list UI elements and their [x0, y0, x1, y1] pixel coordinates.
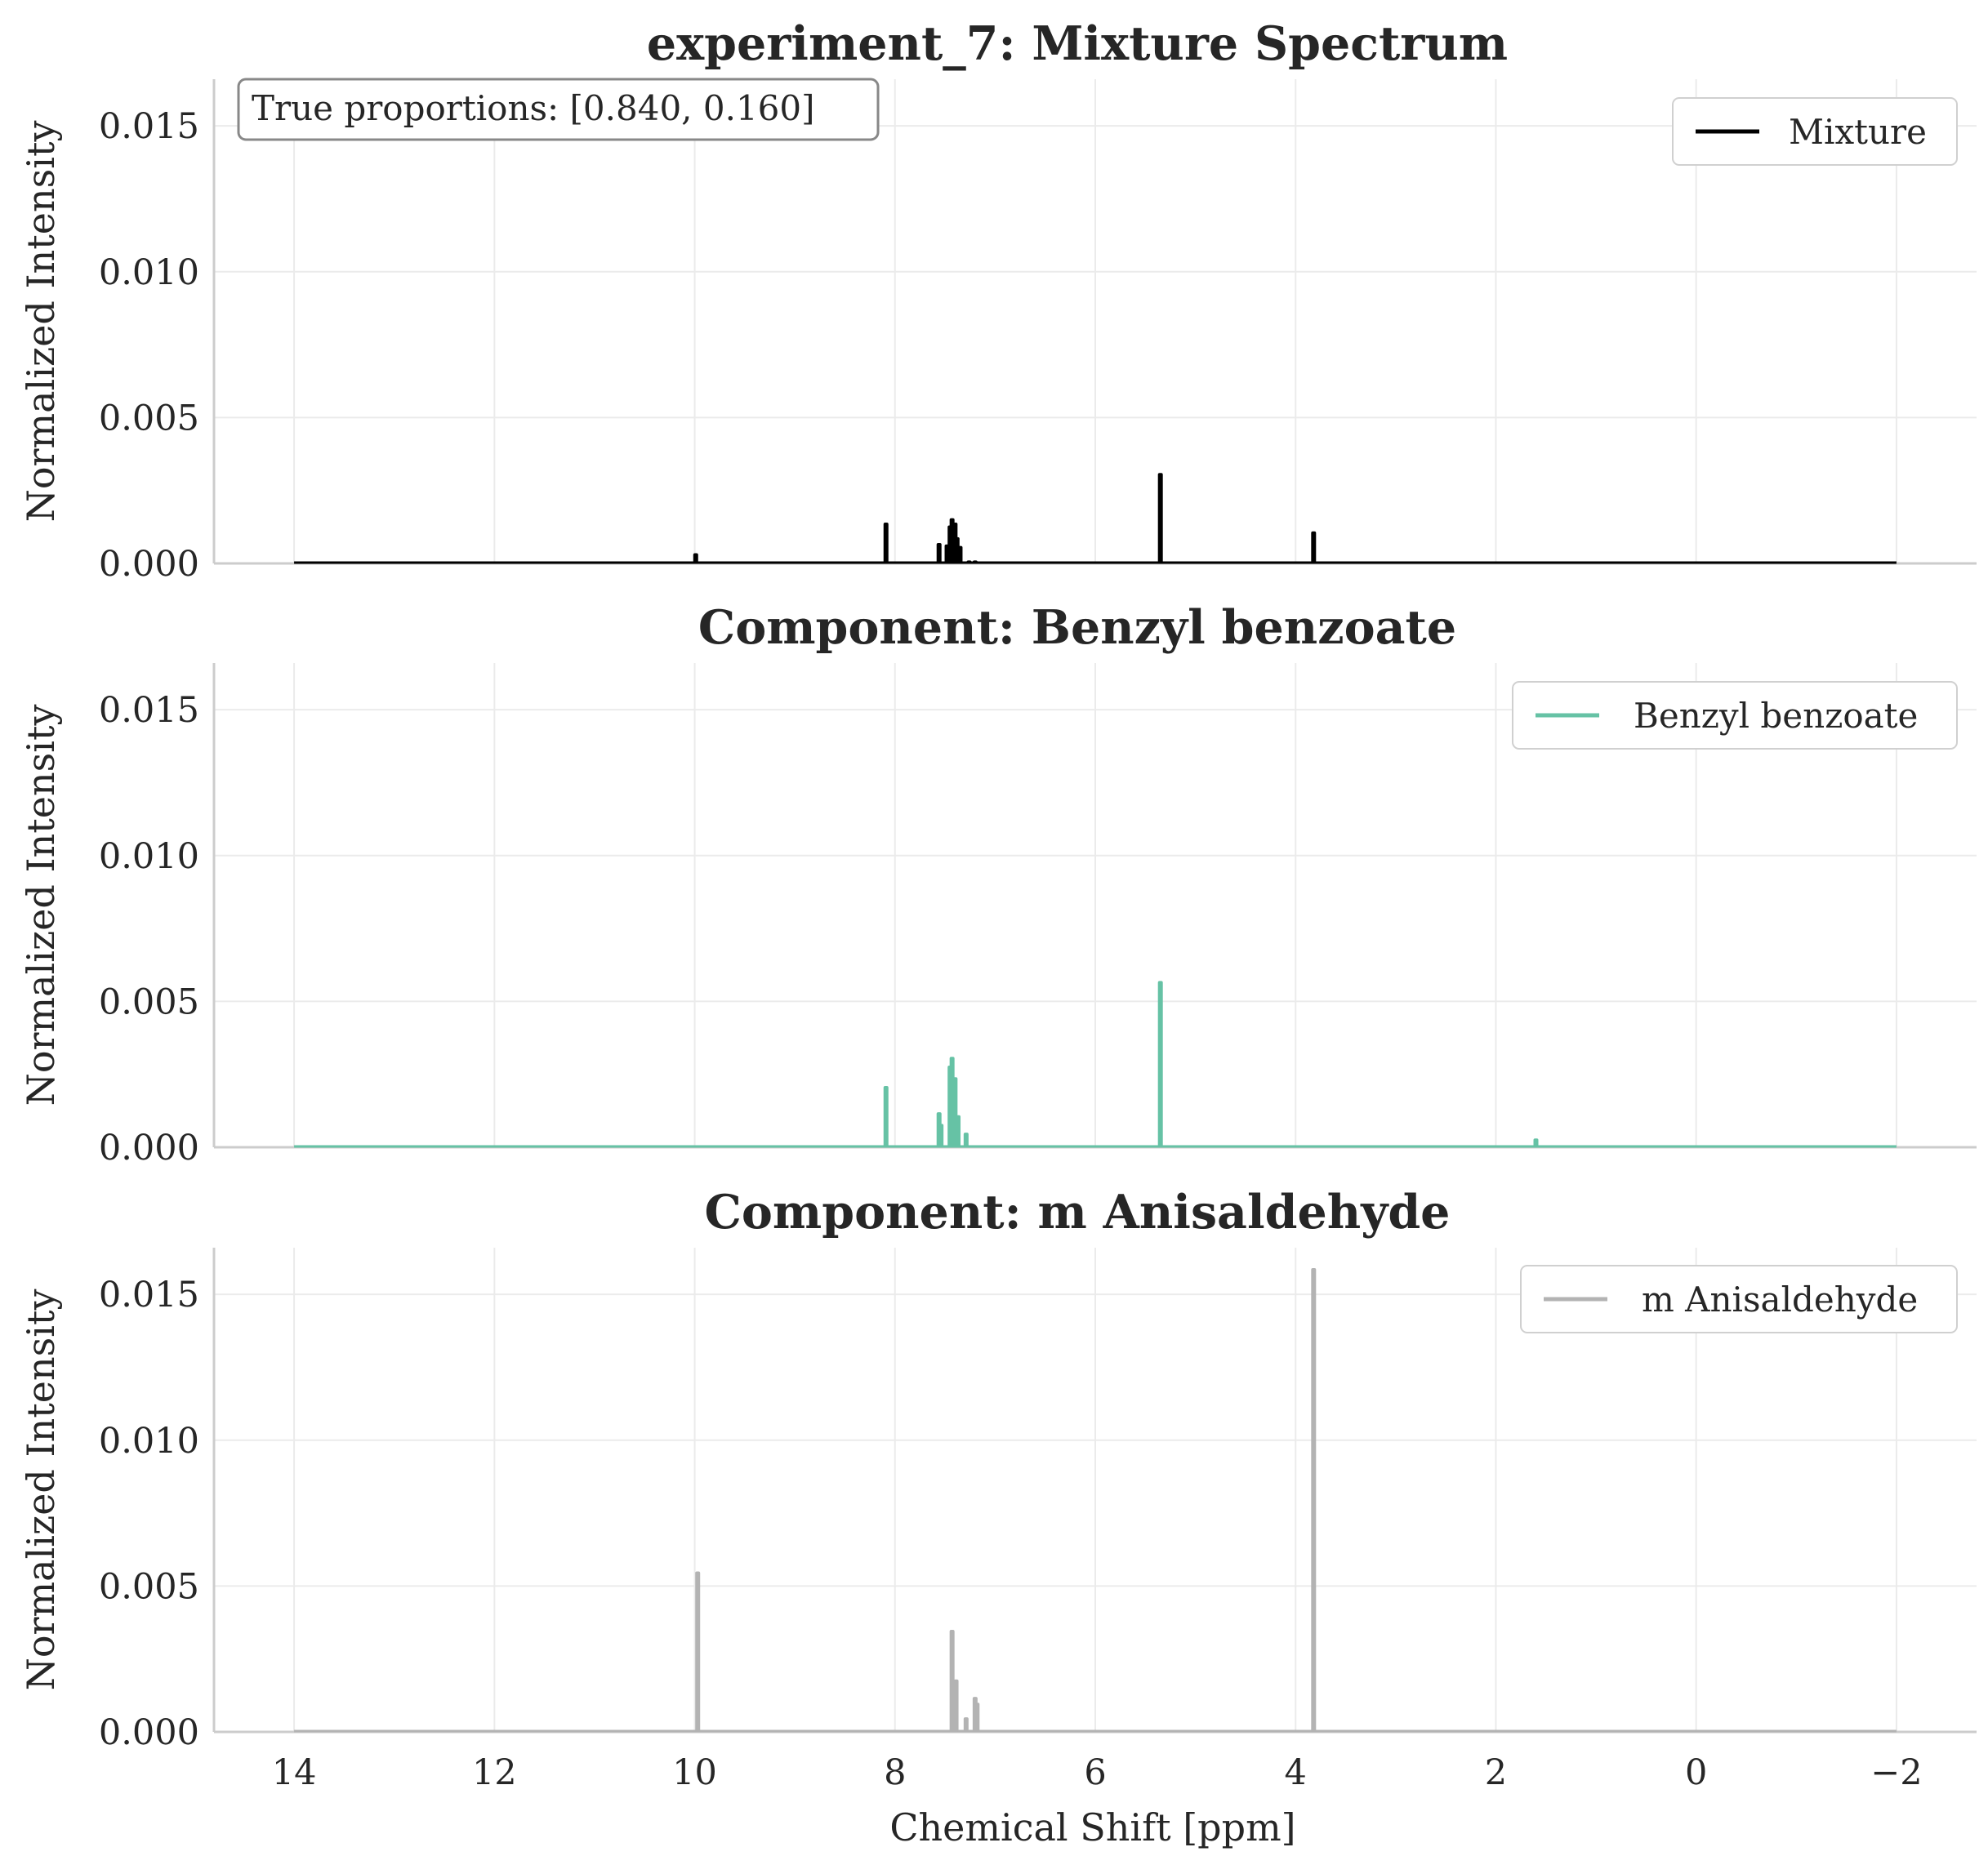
peak-mark [695, 1571, 701, 1732]
legend: m Anisaldehyde [1520, 1265, 1958, 1333]
legend-label: Benzyl benzoate [1634, 696, 1918, 736]
x-tick-label: 8 [884, 1752, 906, 1793]
y-tick-label: 0.000 [99, 1712, 199, 1753]
peak-mark [883, 1085, 889, 1147]
y-tick-label: 0.005 [99, 398, 199, 438]
y-tick-label: 0.015 [99, 106, 199, 147]
y-tick-label: 0.010 [99, 836, 199, 877]
peak-mark [1311, 531, 1317, 563]
y-tick-label: 0.005 [99, 981, 199, 1022]
peak-mark [693, 553, 698, 563]
mixture-panel: 0.000 0.005 0.010 0.015 experiment_7: Mixtu… [19, 16, 1977, 585]
peak-mark [883, 522, 889, 563]
series-layer [294, 981, 1897, 1148]
peak-mark [938, 1124, 944, 1147]
peak-mark [1157, 473, 1163, 563]
legend-frame [1512, 681, 1958, 750]
annotation-text: True proportions: [0.840, 0.160] [252, 88, 815, 128]
legend: Mixture [1672, 97, 1958, 166]
peak-mark [956, 1115, 961, 1147]
peak-mark [963, 1133, 969, 1147]
x-tick-label: 2 [1485, 1752, 1507, 1793]
x-tick-labels: 14 12 10 8 6 4 2 0 −2 [272, 1752, 1923, 1793]
legend-label: Mixture [1789, 112, 1927, 152]
panel-title: experiment_7: Mixture Spectrum [647, 16, 1508, 71]
peak-mark [972, 560, 978, 563]
benzyl-benzoate-panel: 0.000 0.005 0.010 0.015 Component: Benzyl b… [19, 600, 1977, 1168]
peak-mark [953, 1679, 959, 1732]
legend-label: m Anisaldehyde [1642, 1280, 1918, 1320]
y-tick-label: 0.015 [99, 1275, 199, 1315]
m-anisaldehyde-panel: 0.000 0.005 0.010 0.015 14 12 10 8 6 4 2 0 −2 Compo… [19, 1185, 1977, 1849]
peak-mark [1533, 1138, 1539, 1147]
annotation-frame [237, 78, 880, 141]
peak-mark [963, 1717, 969, 1732]
y-axis-label: Normalized Intensity [19, 1289, 63, 1691]
legend-frame [1672, 97, 1958, 166]
y-tick-labels: 0.000 0.005 0.010 0.015 [99, 106, 199, 585]
peak-mark [957, 545, 963, 563]
y-tick-labels: 0.000 0.005 0.010 0.015 [99, 1275, 199, 1753]
x-tick-label: 14 [272, 1752, 317, 1793]
series-layer [294, 1268, 1897, 1733]
panel-title: Component: m Anisaldehyde [705, 1185, 1451, 1240]
y-axis-label: Normalized Intensity [19, 705, 63, 1106]
panel-title: Component: Benzyl benzoate [698, 600, 1456, 655]
x-tick-label: 4 [1285, 1752, 1307, 1793]
peak-mark [1157, 981, 1163, 1147]
series-layer [294, 473, 1897, 564]
peak-mark [974, 1703, 980, 1732]
y-tick-label: 0.015 [99, 690, 199, 731]
y-axis-label: Normalized Intensity [19, 121, 63, 523]
annotation-box: True proportions: [0.840, 0.160] [237, 78, 880, 141]
peak-mark [966, 560, 972, 563]
y-tick-label: 0.005 [99, 1566, 199, 1607]
x-tick-label: 10 [672, 1752, 717, 1793]
peak-mark [949, 1629, 955, 1732]
x-tick-label: 6 [1084, 1752, 1106, 1793]
y-tick-label: 0.010 [99, 1421, 199, 1462]
legend-frame [1520, 1265, 1958, 1333]
x-tick-label: 12 [472, 1752, 517, 1793]
y-tick-label: 0.010 [99, 252, 199, 293]
x-axis-label: Chemical Shift [ppm] [889, 1805, 1295, 1849]
x-tick-label: −2 [1870, 1752, 1922, 1793]
x-tick-label: 0 [1685, 1752, 1707, 1793]
peak-mark [936, 542, 942, 563]
y-tick-label: 0.000 [99, 544, 199, 585]
y-tick-labels: 0.000 0.005 0.010 0.015 [99, 690, 199, 1168]
legend: Benzyl benzoate [1512, 681, 1958, 750]
peak-mark [1311, 1268, 1317, 1732]
y-tick-label: 0.000 [99, 1128, 199, 1168]
